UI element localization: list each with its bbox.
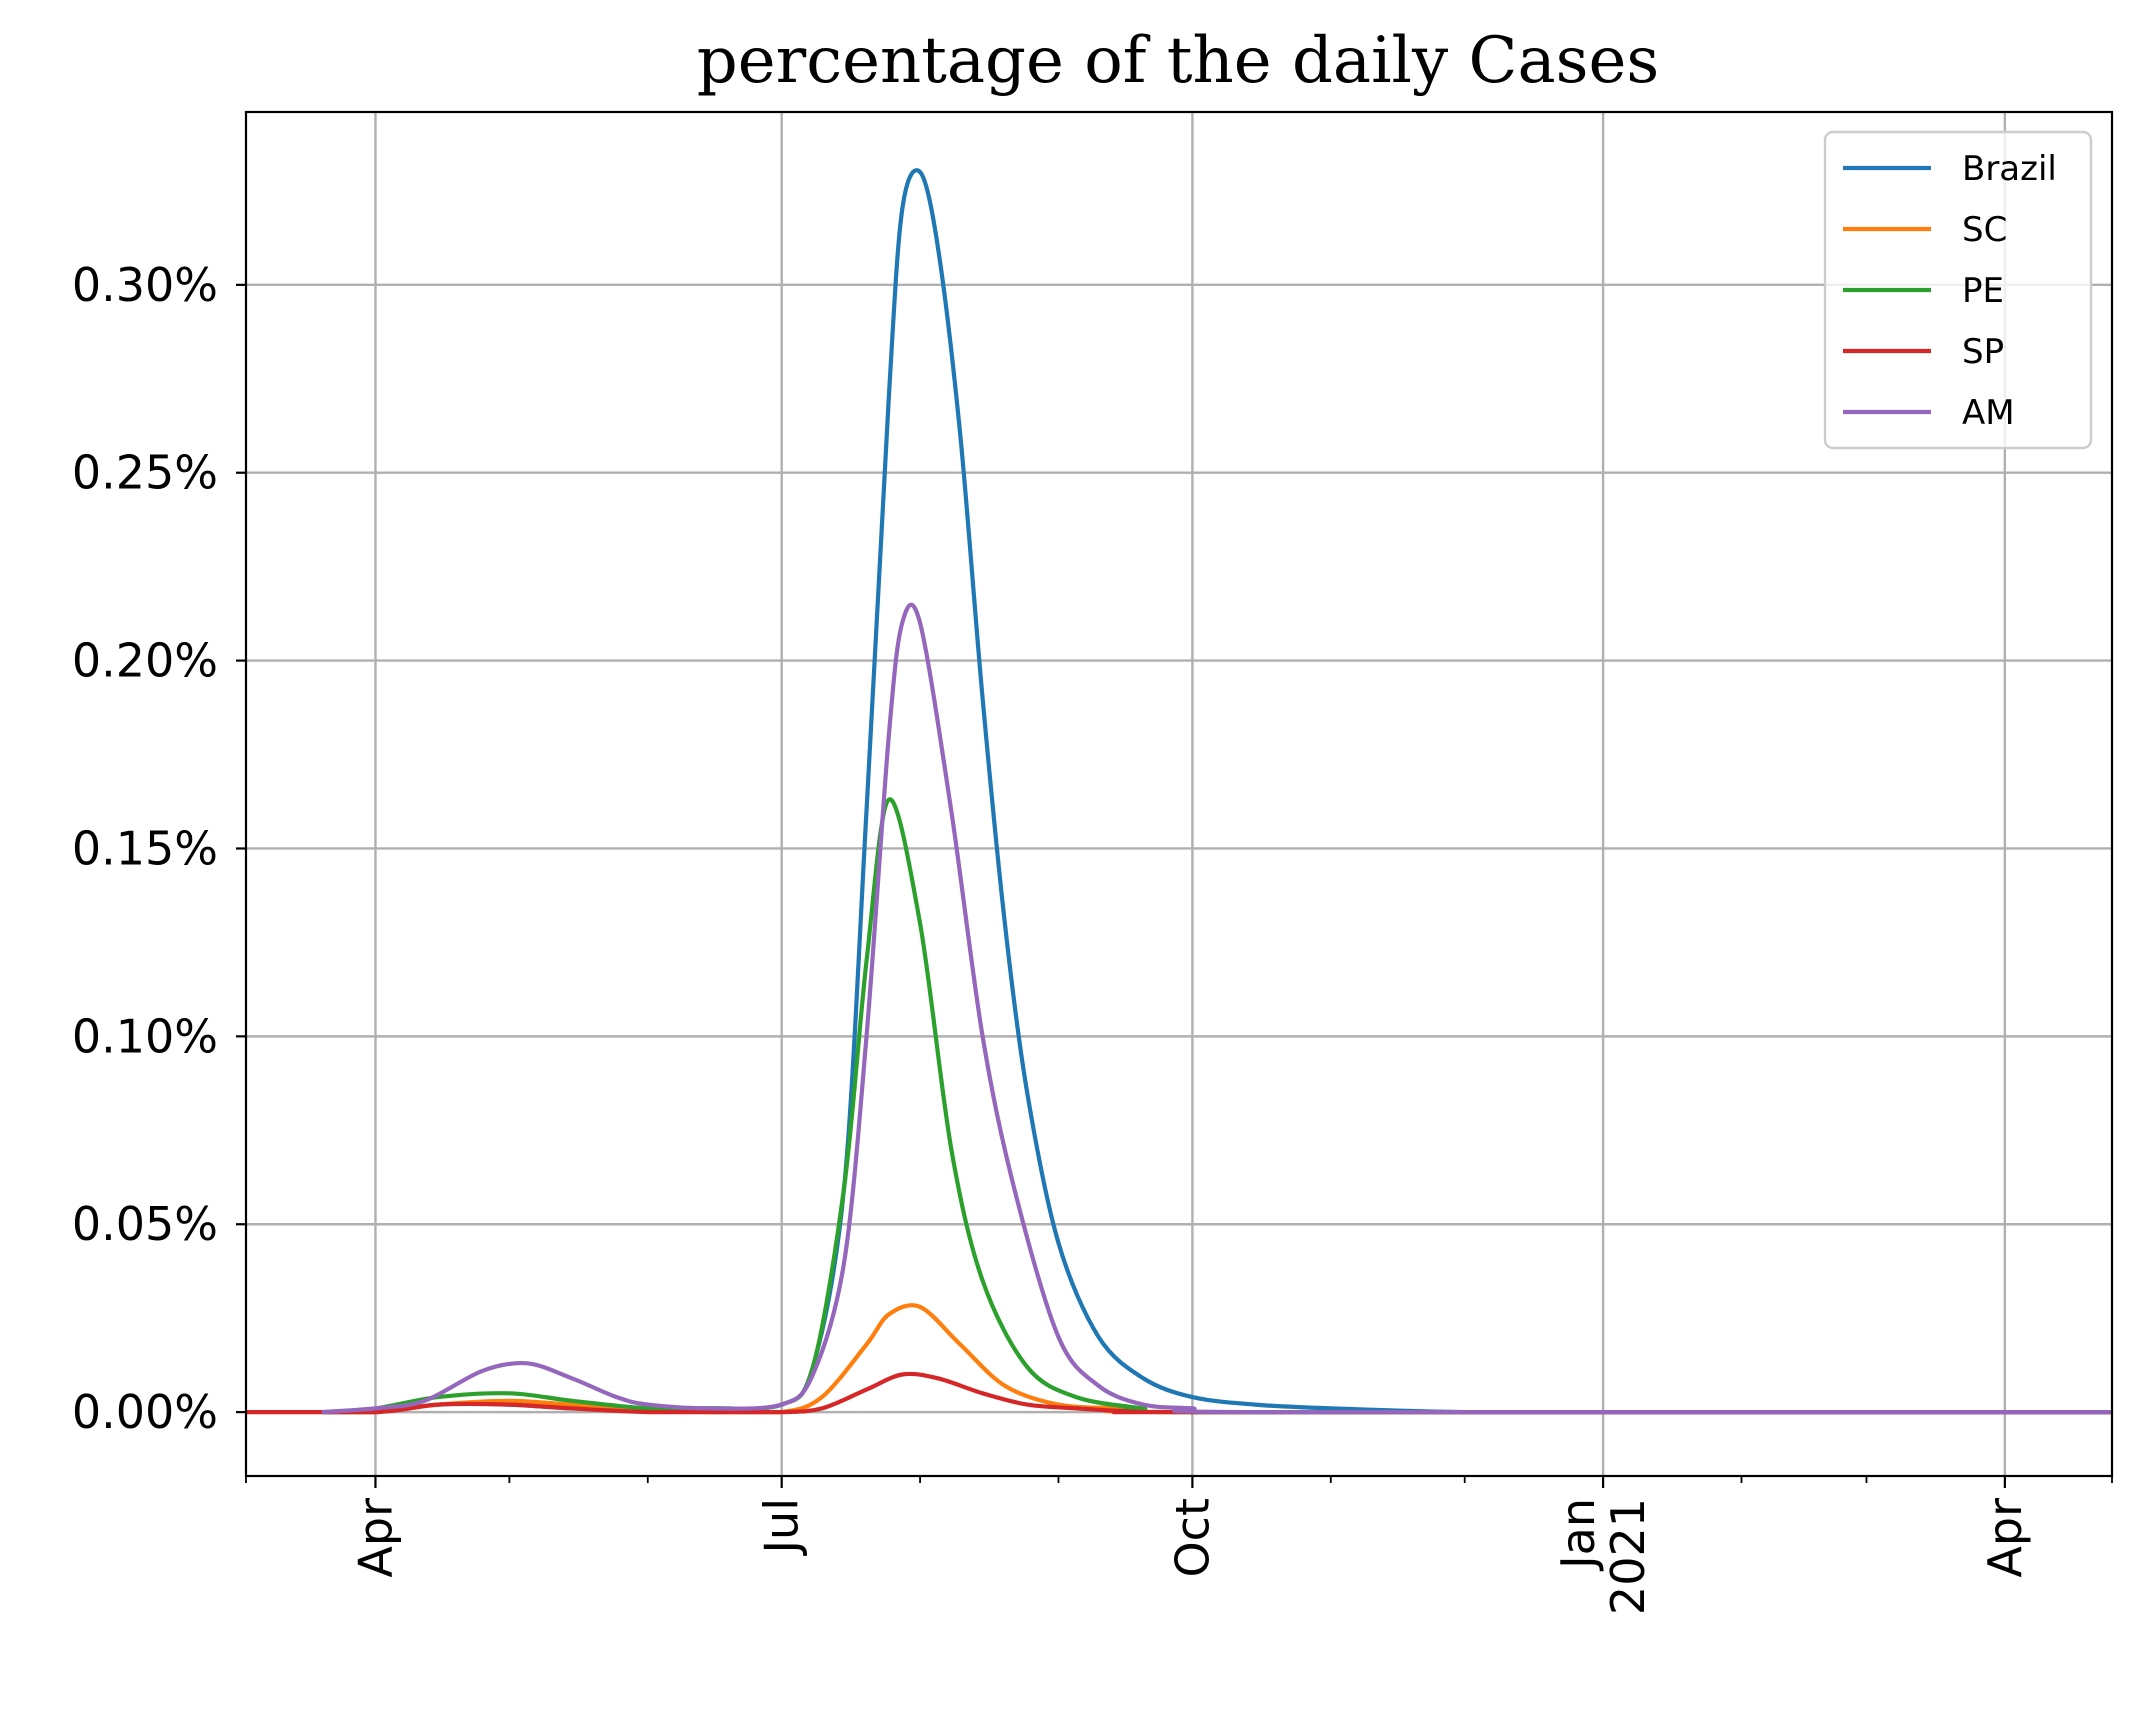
- x-tick-label: Apr: [348, 1498, 402, 1578]
- legend-label: AM: [1962, 393, 2015, 433]
- y-tick-label: 0.15%: [72, 821, 218, 875]
- x-tick-label-group: Oct: [1165, 1498, 1219, 1578]
- legend: Brazil SC PE SP AM: [1823, 130, 2093, 450]
- x-tick-label: Jan: [1551, 1498, 1605, 1572]
- series-line-sp: [246, 1371, 2112, 1415]
- x-tick-label-group: Apr: [1978, 1498, 2032, 1578]
- legend-box: [1823, 130, 2093, 450]
- y-tick-label: 0.10%: [72, 1009, 218, 1063]
- series-layer: [246, 168, 2112, 1415]
- legend-label: PE: [1962, 271, 2004, 311]
- x-tick-label: Apr: [1978, 1498, 2032, 1578]
- series-line-am: [321, 602, 2112, 1415]
- y-tick-label: 0.25%: [72, 446, 218, 500]
- legend-label: SP: [1962, 332, 2004, 372]
- x-tick-label: Oct: [1165, 1498, 1219, 1578]
- plot-frame: [244, 110, 2114, 1478]
- series-line-sc: [321, 1303, 2112, 1415]
- y-axis-ticks: 0.00% 0.05% 0.10% 0.15% 0.20% 0.25% 0.30%: [72, 258, 246, 1439]
- x-tick-label-group: Jul: [755, 1498, 809, 1557]
- legend-label: SC: [1962, 210, 2007, 250]
- x-tick-label: Jul: [755, 1498, 809, 1557]
- chart-title: percentage of the daily Cases: [697, 24, 1659, 98]
- y-tick-label: 0.05%: [72, 1197, 218, 1251]
- legend-label: Brazil: [1962, 149, 2057, 189]
- x-tick-label-group: Apr: [348, 1498, 402, 1578]
- x-tick-label: 2021: [1601, 1498, 1655, 1615]
- y-tick-label: 0.30%: [72, 258, 218, 312]
- series-line-pe: [321, 797, 2112, 1415]
- y-tick-label: 0.20%: [72, 634, 218, 688]
- y-tick-label: 0.00%: [72, 1385, 218, 1439]
